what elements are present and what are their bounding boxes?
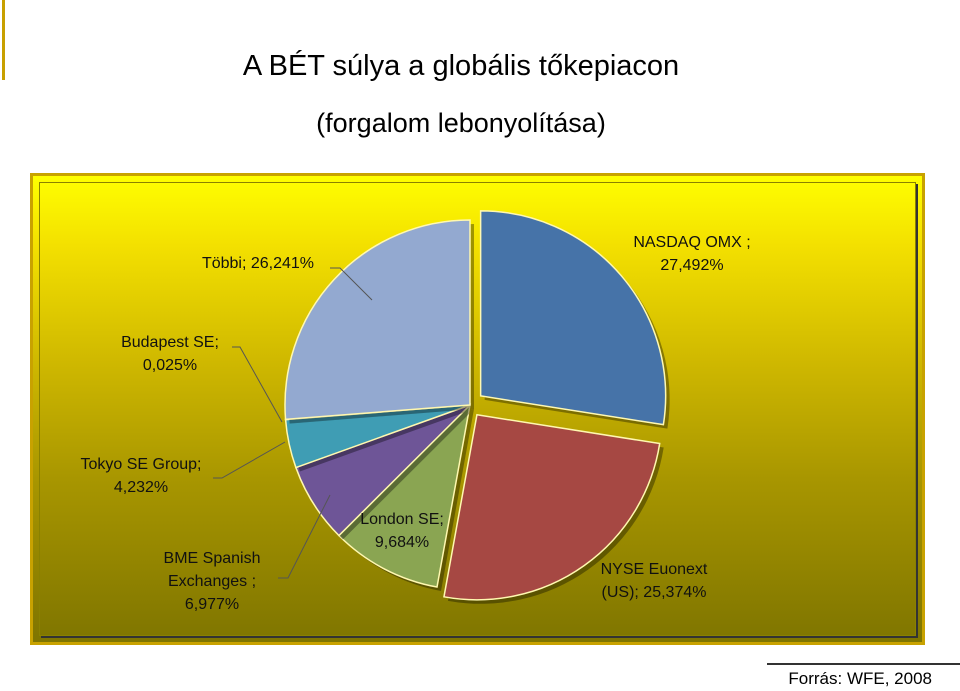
leader-line-tokyo-se-group [213, 441, 286, 479]
pie-slice-t-bbi [284, 219, 471, 421]
chart-subtitle: (forgalom lebonyolítása) [316, 108, 606, 138]
data-label-nasdaq-omx: NASDAQ OMX ; 27,492% [633, 234, 750, 274]
slice-shadow-budapest-se [289, 409, 474, 424]
data-label-tokyo-se-group: Tokyo SE Group; 4,232% [81, 456, 202, 496]
data-label-nyse-euonext-us: NYSE Euonext (US); 25,374% [601, 561, 708, 601]
corner-decoration [2, 0, 5, 80]
pie-slice-nyse-euonext-us [443, 413, 661, 601]
data-label-budapest-se: Budapest SE; 0,025% [121, 334, 219, 374]
leader-line-bme-spanish-exchanges [278, 494, 331, 579]
pie-slice-nasdaq-omx [479, 210, 667, 426]
plot-area [39, 182, 916, 636]
pie-slice-london-se [337, 402, 472, 588]
chart-title: A BÉT súlya a globális tőkepiacon [242, 50, 680, 82]
data-label-bme-spanish-exchanges: BME Spanish Exchanges ; 6,977% [164, 550, 261, 613]
data-label-t-bbi: Többi; 26,241% [202, 255, 314, 272]
data-label-london-se: London SE; 9,684% [360, 511, 444, 551]
source-note: Forrás: WFE, 2008 [788, 669, 932, 688]
leader-line-budapest-se [232, 346, 283, 423]
source-divider [767, 663, 960, 665]
leader-line-t-bbi [330, 267, 373, 301]
